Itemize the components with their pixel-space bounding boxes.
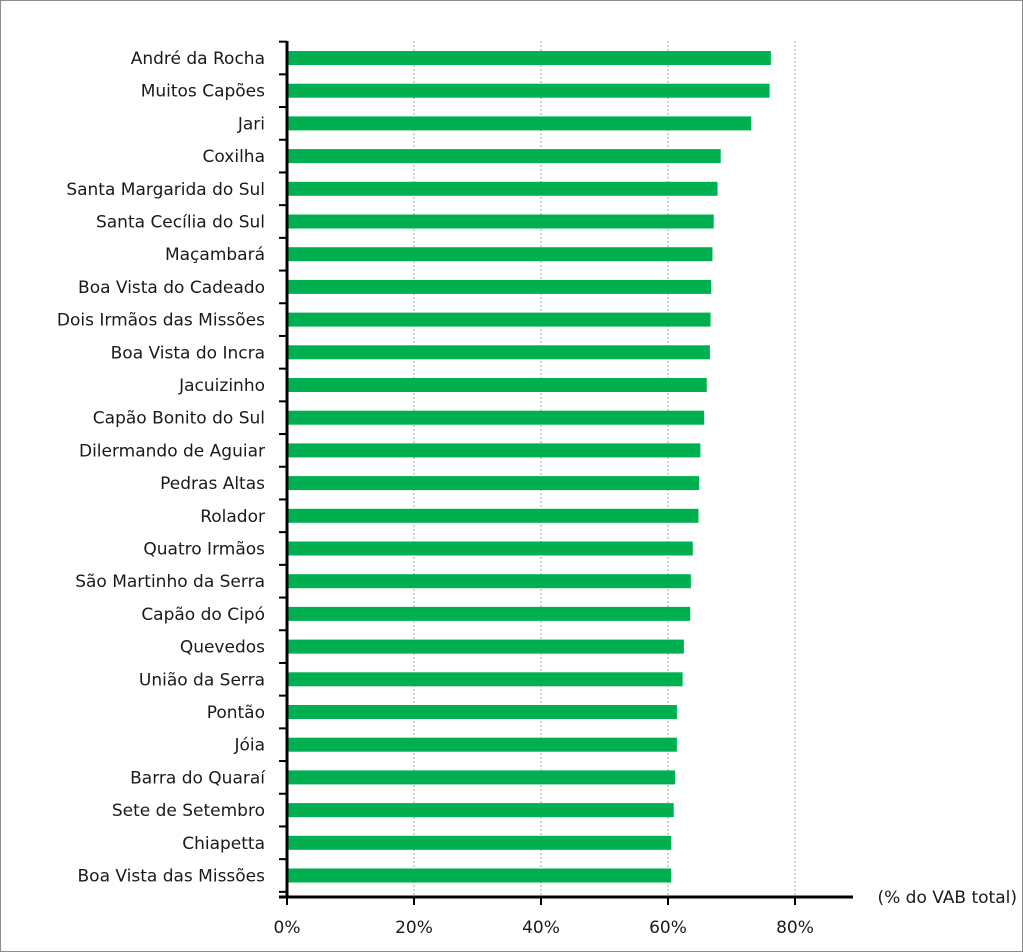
category-labels: André da Rocha Muitos Capões Jari Coxilha Sa…	[57, 49, 266, 887]
bar	[288, 639, 684, 654]
x-axis-unit-label: (% do VAB total)	[877, 888, 1017, 908]
category-label: Jóia	[233, 736, 265, 756]
bar	[288, 606, 691, 621]
bar	[288, 803, 674, 818]
category-label: Jari	[237, 114, 265, 134]
category-label: Muitos Capões	[141, 82, 265, 102]
x-tick-label: 80%	[776, 918, 814, 938]
category-label: Capão Bonito do Sul	[93, 409, 265, 429]
bar	[288, 770, 675, 785]
bar	[288, 247, 713, 262]
category-label: São Martinho da Serra	[75, 572, 265, 592]
x-tick-label: 60%	[649, 918, 687, 938]
category-label: União da Serra	[139, 670, 265, 690]
category-label: Pontão	[207, 703, 265, 723]
bars	[288, 51, 771, 883]
category-label: Boa Vista do Incra	[111, 343, 265, 363]
category-label: Chiapetta	[182, 834, 265, 854]
x-tick-labels: 0% 20% 40% 60% 80%	[274, 918, 814, 938]
bar	[288, 378, 707, 392]
bar	[288, 541, 693, 556]
bar	[288, 410, 705, 425]
category-label: Quatro Irmãos	[143, 540, 265, 560]
category-label: André da Rocha	[131, 49, 265, 69]
category-label: Pedras Altas	[160, 474, 265, 494]
bar	[288, 737, 677, 752]
bar	[288, 868, 672, 883]
bar	[288, 51, 771, 65]
category-label: Boa Vista do Cadeado	[78, 278, 265, 298]
bar	[288, 443, 701, 458]
category-label: Sete de Setembro	[112, 801, 265, 821]
category-label: Barra do Quaraí	[130, 768, 266, 788]
gridlines	[413, 41, 796, 897]
bar	[288, 672, 683, 687]
x-tick-label: 20%	[395, 918, 433, 938]
category-label: Coxilha	[203, 147, 265, 167]
bar	[288, 508, 699, 523]
bar	[288, 476, 700, 491]
category-label: Dilermando de Aguiar	[79, 441, 265, 461]
category-label: Santa Margarida do Sul	[66, 180, 265, 200]
bar	[288, 345, 710, 360]
bar	[288, 835, 672, 850]
category-label: Quevedos	[180, 638, 265, 658]
category-label: Rolador	[200, 507, 265, 527]
bar	[288, 705, 677, 719]
category-label: Jacuizinho	[178, 376, 265, 396]
x-tick-label: 0%	[274, 918, 301, 938]
category-label: Maçambará	[165, 245, 265, 265]
bar	[288, 83, 770, 98]
bar	[288, 116, 752, 131]
bar	[288, 279, 712, 294]
bar	[288, 214, 714, 229]
category-label: Dois Irmãos das Missões	[57, 311, 265, 331]
category-label: Capão do Cipó	[141, 605, 265, 625]
x-tick-label: 40%	[522, 918, 560, 938]
bar	[288, 149, 721, 164]
bar	[288, 312, 711, 327]
bar	[288, 574, 691, 589]
axes	[279, 40, 853, 905]
bar	[288, 181, 718, 196]
category-label: Boa Vista das Missões	[78, 867, 266, 887]
category-label: Santa Cecília do Sul	[96, 213, 265, 233]
